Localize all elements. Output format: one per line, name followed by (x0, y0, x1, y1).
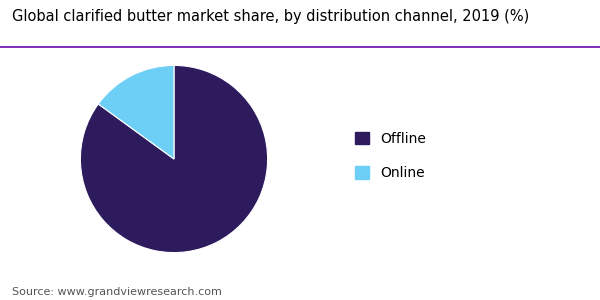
Wedge shape (98, 65, 174, 159)
Legend: Offline, Online: Offline, Online (355, 132, 426, 180)
Text: Source: www.grandviewresearch.com: Source: www.grandviewresearch.com (12, 287, 222, 297)
Wedge shape (80, 65, 268, 253)
Text: Global clarified butter market share, by distribution channel, 2019 (%): Global clarified butter market share, by… (12, 9, 529, 24)
